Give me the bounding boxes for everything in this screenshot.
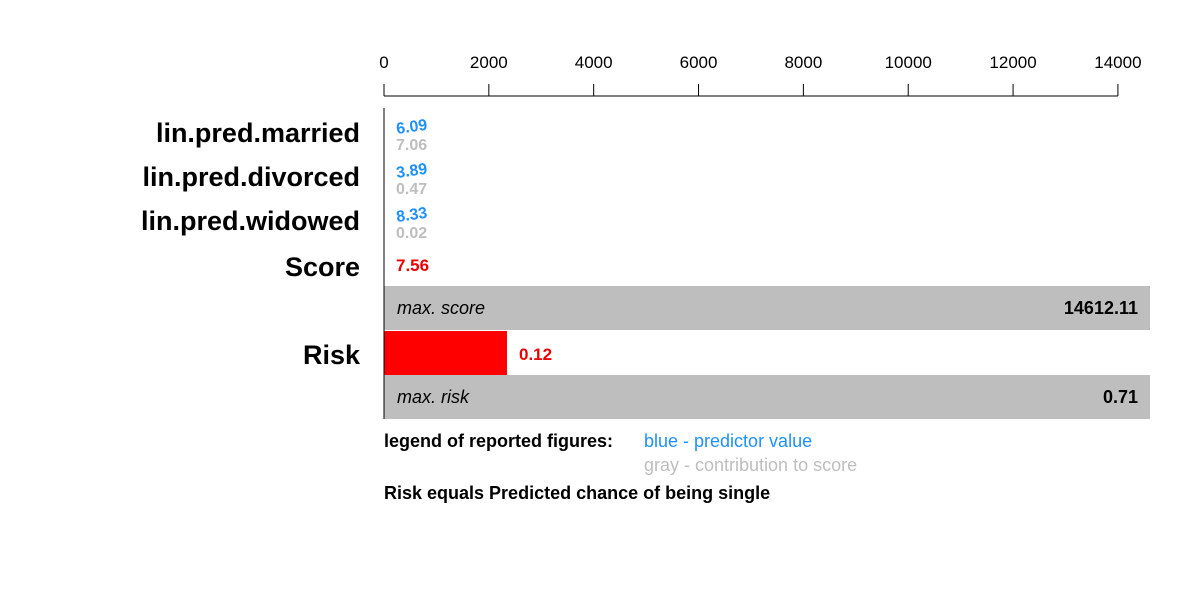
score-row: Score 7.56 [285,252,429,282]
max-score-label: max. score [397,298,485,318]
legend-title: legend of reported figures: [384,431,613,451]
max-risk-band: max. risk 0.71 [384,375,1150,419]
legend: legend of reported figures: blue - predi… [384,431,857,503]
predictor-value: 6.09 [395,117,428,138]
max-risk-bar [384,375,1150,419]
predictor-label: lin.pred.widowed [141,206,360,236]
risk-bar [384,331,507,375]
max-risk-value: 0.71 [1103,387,1138,407]
score-label: Score [285,252,360,282]
risk-row: Risk 0.12 [303,331,552,375]
predictor-label: lin.pred.married [156,118,360,148]
max-score-band: max. score 14612.11 [384,286,1150,330]
predictor-label: lin.pred.divorced [142,162,360,192]
predictor-rows: lin.pred.married 6.097.06 lin.pred.divorce… [141,117,429,242]
legend-blue-entry: blue - predictor value [644,431,812,451]
x-tick-label: 4000 [575,53,613,72]
x-tick-label: 10000 [885,53,932,72]
score-value: 7.56 [396,256,429,275]
risk-label: Risk [303,340,361,370]
x-tick-label: 6000 [680,53,718,72]
legend-note: Risk equals Predicted chance of being si… [384,483,770,503]
max-score-value: 14612.11 [1064,298,1138,318]
x-tick-label: 2000 [470,53,508,72]
predictor-value: 3.89 [395,161,428,182]
risk-value: 0.12 [519,345,552,364]
predictor-value: 8.33 [395,205,428,226]
contribution-value: 0.47 [396,181,427,198]
legend-gray-entry: gray - contribution to score [644,455,857,475]
max-risk-label: max. risk [397,387,470,407]
contribution-value: 0.02 [396,225,427,242]
x-axis: 0 2000 4000 6000 8000 10000 12000 14000 [379,53,1142,97]
x-tick-label: 8000 [784,53,822,72]
x-tick-label: 0 [379,53,388,72]
max-score-bar [384,286,1150,330]
x-tick-label: 14000 [1094,53,1141,72]
x-tick-label: 12000 [989,53,1036,72]
contribution-value: 7.06 [396,137,427,154]
